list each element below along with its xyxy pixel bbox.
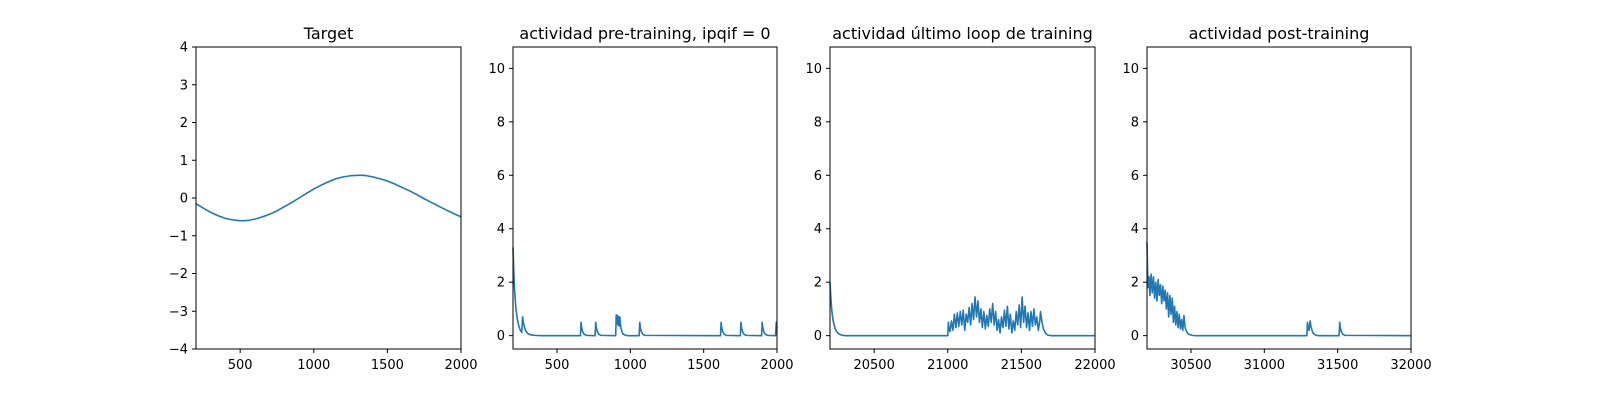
subplot-title: actividad último loop de training <box>832 24 1093 43</box>
subplot-2: actividad pre-training, ipqif = 0 500 1000… <box>488 24 793 373</box>
x-tick-label: 1500 <box>371 358 404 373</box>
x-tick-label: 2000 <box>760 358 793 373</box>
y-tick-label: −4 <box>169 343 188 358</box>
x-tick-label: 20500 <box>853 358 894 373</box>
y-tick-label: 4 <box>1131 222 1139 237</box>
x-tick-label: 22000 <box>1074 358 1115 373</box>
axes-frame <box>512 46 778 350</box>
series-line <box>512 247 778 337</box>
x-tick-label: 1000 <box>614 358 647 373</box>
y-tick-label: 10 <box>805 62 822 77</box>
x-tick-label: 31500 <box>1317 358 1358 373</box>
x-tick-label: 500 <box>545 358 570 373</box>
x-tick-label: 1000 <box>297 358 330 373</box>
y-tick-label: 10 <box>1122 62 1139 77</box>
subplot-title: Target <box>303 24 354 43</box>
y-tick-label: 1 <box>180 154 188 169</box>
axes-frame <box>829 46 1096 350</box>
y-tick-label: 6 <box>814 169 822 184</box>
y-tick-label: 8 <box>497 115 505 130</box>
y-tick-label: −3 <box>169 305 188 320</box>
x-tick-label: 500 <box>228 358 253 373</box>
x-tick-label: 21500 <box>1001 358 1042 373</box>
subplot-title: actividad pre-training, ipqif = 0 <box>519 24 770 43</box>
x-tick-label: 2000 <box>444 358 477 373</box>
subplot-title: actividad post-training <box>1189 24 1370 43</box>
x-tick-label: 30500 <box>1170 358 1211 373</box>
y-tick-label: 6 <box>1131 169 1139 184</box>
y-tick-label: 2 <box>497 276 505 291</box>
y-tick-label: 0 <box>180 192 188 207</box>
axes-frame <box>1146 46 1412 350</box>
y-tick-label: 4 <box>814 222 822 237</box>
y-tick-label: −2 <box>169 267 188 282</box>
x-tick-label: 32000 <box>1390 358 1431 373</box>
y-tick-label: 2 <box>180 116 188 131</box>
series-line <box>829 282 1095 337</box>
y-tick-label: −1 <box>169 229 188 244</box>
y-tick-label: 8 <box>1131 115 1139 130</box>
subplot-4: actividad post-training 30500 31000 31500 32… <box>1122 24 1431 373</box>
y-tick-label: 10 <box>488 62 505 77</box>
y-tick-label: 4 <box>497 222 505 237</box>
x-tick-label: 21000 <box>927 358 968 373</box>
x-tick-label: 31000 <box>1244 358 1285 373</box>
y-tick-label: 2 <box>814 276 822 291</box>
y-tick-label: 6 <box>497 169 505 184</box>
y-tick-label: 0 <box>497 329 505 344</box>
subplot-1: Target 500 1000 1500 2000 −4 −3 −2 −1 0 1 2 3 4 <box>169 24 478 373</box>
y-tick-label: 4 <box>180 41 188 56</box>
y-tick-label: 0 <box>1131 329 1139 344</box>
y-tick-label: 3 <box>180 78 188 93</box>
y-tick-label: 2 <box>1131 276 1139 291</box>
y-tick-label: 0 <box>814 329 822 344</box>
x-tick-label: 1500 <box>687 358 720 373</box>
y-tick-label: 8 <box>814 115 822 130</box>
series-line <box>1146 242 1412 337</box>
series-line <box>195 174 462 222</box>
